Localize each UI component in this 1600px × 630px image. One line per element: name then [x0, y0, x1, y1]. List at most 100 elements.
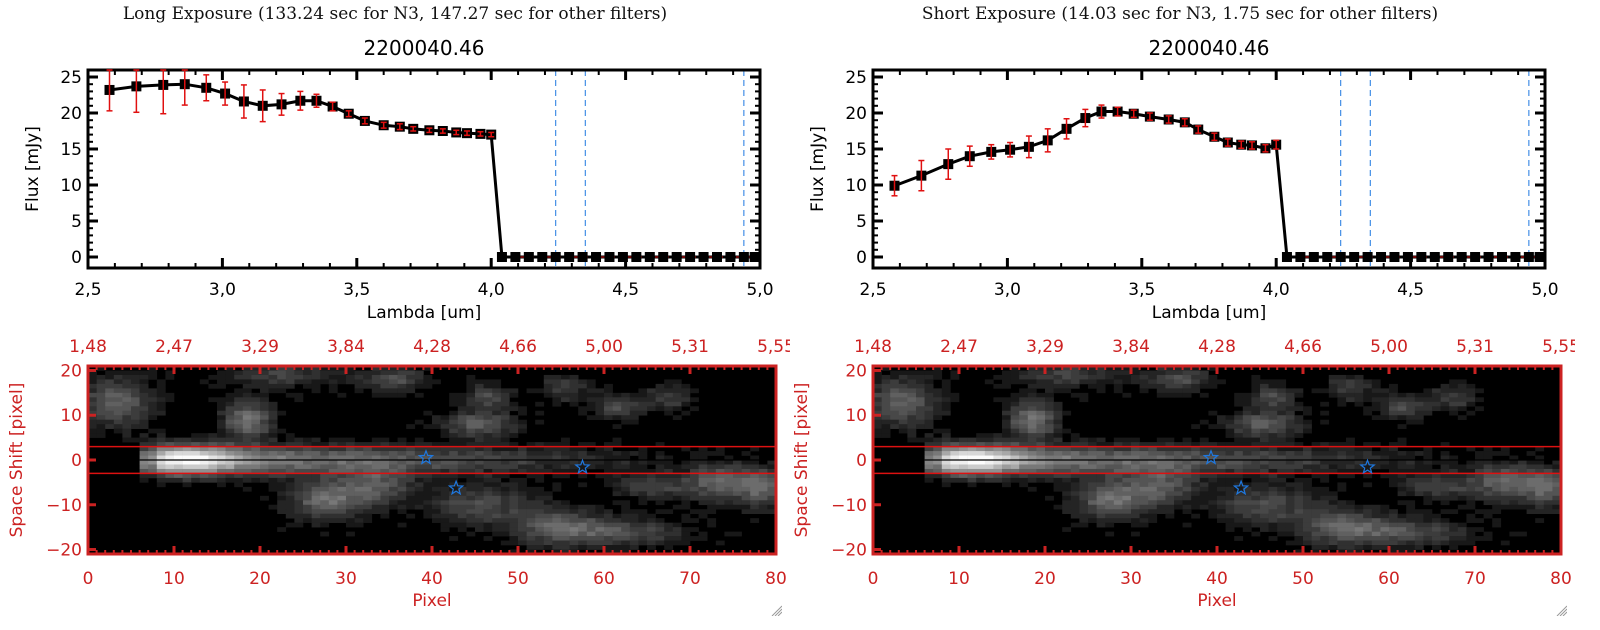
image-pixel: [916, 388, 925, 394]
image-pixel: [535, 513, 545, 519]
image-pixel: [1354, 540, 1364, 546]
image-pixel: [225, 406, 235, 412]
image-pixel: [1174, 446, 1183, 452]
image-pixel: [148, 415, 158, 421]
image-pixel: [976, 464, 986, 470]
image-pixel: [984, 473, 994, 479]
image-pixel: [638, 455, 648, 461]
image-pixel: [208, 442, 218, 447]
image-pixel: [1311, 455, 1321, 461]
image-pixel: [1139, 468, 1149, 474]
image-pixel: [1526, 500, 1536, 506]
image-pixel: [1371, 406, 1381, 412]
image-pixel: [1165, 495, 1175, 501]
image-pixel: [96, 401, 106, 407]
image-pixel: [724, 495, 734, 501]
image-pixel: [1397, 464, 1407, 470]
image-pixel: [881, 419, 891, 425]
image-pixel: [1260, 473, 1269, 479]
y-tick-label: 10: [845, 406, 867, 426]
image-pixel: [1079, 500, 1089, 506]
image-pixel: [277, 460, 287, 465]
image-pixel: [191, 464, 201, 470]
image-pixel: [234, 374, 244, 380]
image-pixel: [526, 460, 536, 465]
image-pixel: [1543, 500, 1553, 506]
image-pixel: [1311, 518, 1321, 523]
image-pixel: [647, 518, 656, 523]
image-pixel: [406, 379, 416, 385]
image-pixel: [320, 451, 330, 456]
image-pixel: [1122, 451, 1132, 456]
image-pixel: [311, 509, 321, 515]
x-tick-label: 60: [1378, 569, 1400, 589]
image-pixel: [621, 464, 631, 470]
image-pixel: [277, 451, 287, 456]
image-pixel: [1182, 473, 1192, 479]
image-pixel: [466, 442, 476, 447]
image-pixel: [346, 491, 355, 497]
image-pixel: [993, 397, 1003, 403]
image-pixel: [664, 531, 674, 537]
image-pixel: [1371, 455, 1381, 461]
image-pixel: [543, 392, 553, 398]
image-pixel: [156, 473, 166, 479]
image-pixel: [672, 540, 682, 546]
image-pixel: [967, 446, 977, 452]
resize-grip-icon[interactable]: [770, 604, 782, 616]
image-pixel: [1423, 518, 1433, 523]
image-pixel: [1432, 406, 1441, 412]
image-pixel: [1148, 486, 1158, 492]
image-pixel: [984, 460, 994, 465]
image-pixel: [191, 433, 201, 438]
image-pixel: [337, 491, 347, 497]
image-pixel: [1156, 482, 1166, 488]
image-pixel: [1406, 455, 1416, 461]
image-pixel: [328, 473, 338, 479]
image-pixel: [647, 392, 656, 398]
image-pixel: [509, 406, 519, 412]
image-pixel: [1346, 464, 1355, 470]
image-pixel: [1182, 468, 1192, 474]
image-pixel: [337, 392, 347, 398]
top-axis-tick-label: 4,28: [1198, 337, 1236, 357]
image-pixel: [1371, 531, 1381, 537]
image-pixel: [1397, 545, 1407, 550]
image-pixel: [1337, 504, 1347, 510]
image-pixel: [1053, 388, 1063, 394]
image-pixel: [629, 491, 639, 497]
image-pixel: [1363, 509, 1373, 515]
image-pixel: [1096, 437, 1106, 443]
image-pixel: [1070, 473, 1080, 479]
image-pixel: [406, 455, 416, 461]
image-pixel: [1053, 374, 1063, 380]
image-pixel: [492, 513, 502, 519]
image-pixel: [1096, 464, 1106, 470]
image-pixel: [414, 468, 424, 474]
image-pixel: [432, 464, 441, 470]
image-pixel: [621, 509, 631, 515]
image-pixel: [758, 477, 768, 483]
image-pixel: [217, 464, 226, 470]
image-pixel: [1311, 527, 1321, 532]
image-pixel: [1543, 486, 1553, 492]
image-pixel: [483, 473, 493, 479]
image-pixel: [457, 491, 467, 497]
image-pixel: [1311, 531, 1321, 537]
image-pixel: [767, 464, 777, 470]
image-pixel: [1027, 464, 1037, 470]
image-pixel: [1397, 415, 1407, 421]
image-pixel: [423, 473, 433, 479]
image-pixel: [414, 482, 424, 488]
image-pixel: [122, 419, 132, 425]
image-pixel: [449, 415, 459, 421]
image-pixel: [251, 433, 261, 438]
image-pixel: [1423, 527, 1433, 532]
image-pixel: [612, 513, 622, 519]
image-pixel: [518, 477, 527, 483]
resize-grip-icon[interactable]: [1555, 604, 1567, 616]
image-pixel: [1139, 446, 1149, 452]
image-pixel: [139, 455, 149, 461]
image-pixel: [182, 446, 192, 452]
image-pixel: [1406, 500, 1416, 506]
